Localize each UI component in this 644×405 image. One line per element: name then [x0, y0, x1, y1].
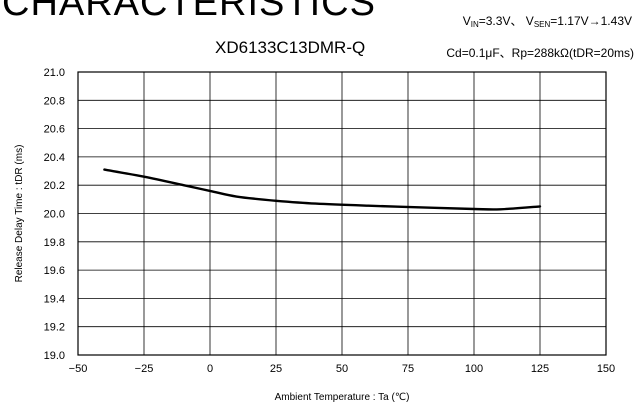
y-tick-label: 20.0	[44, 209, 65, 221]
x-tick-label: 100	[465, 363, 483, 375]
x-tick-label: −50	[69, 363, 88, 375]
x-tick-label: 150	[597, 363, 615, 375]
y-axis-ticks: 19.0 19.2 19.4 19.6 19.8 20.0 20.2 20.4 20.6 20.8…	[44, 67, 65, 362]
vsen-symbol: V	[525, 14, 534, 28]
y-tick-label: 19.0	[44, 350, 65, 362]
x-axis-label: Ambient Temperature : Ta (℃)	[275, 392, 410, 403]
x-tick-label: 50	[336, 363, 348, 375]
vsen-subscript: SEN	[533, 20, 551, 29]
x-tick-label: 25	[270, 363, 282, 375]
x-tick-label: 125	[531, 363, 549, 375]
y-tick-label: 20.6	[44, 124, 65, 136]
vsen-value: =1.17V→1.43V	[550, 14, 632, 28]
y-tick-label: 19.4	[44, 293, 65, 305]
test-conditions-components: Cd=0.1μF、Rp=288kΩ(tDR=20ms)	[446, 46, 634, 60]
x-tick-label: −25	[135, 363, 154, 375]
test-conditions-voltage: VIN=3.3V、 VSEN=1.17V→1.43V	[463, 12, 632, 29]
x-tick-label: 0	[207, 363, 213, 375]
grid-lines	[78, 72, 606, 355]
y-tick-label: 19.6	[44, 265, 65, 277]
y-tick-label: 21.0	[44, 67, 65, 79]
y-tick-label: 20.4	[44, 152, 65, 164]
y-tick-label: 19.8	[44, 237, 65, 249]
section-heading: CHARACTERISTICS	[2, 0, 376, 24]
vin-symbol: V	[462, 14, 471, 28]
y-tick-label: 20.2	[44, 180, 65, 192]
series-line	[103, 168, 542, 211]
x-axis-ticks: −50 −25 0 25 50 75 100 125 150	[69, 363, 616, 375]
vin-value: =3.3V、	[478, 14, 523, 28]
y-tick-label: 20.8	[44, 95, 65, 107]
vin-subscript: IN	[470, 20, 479, 29]
y-axis-label: Release Delay Time : tDR (ms)	[14, 145, 25, 283]
x-tick-label: 75	[402, 363, 414, 375]
y-tick-label: 19.2	[44, 322, 65, 334]
chart-title: XD6133C13DMR-Q	[215, 38, 366, 57]
plot-frame	[77, 71, 607, 356]
data-series	[103, 168, 542, 211]
